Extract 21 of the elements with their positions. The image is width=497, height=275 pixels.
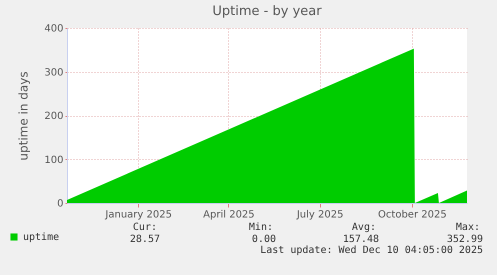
y-tick-label: 400 — [44, 24, 64, 34]
text: 352.99 — [446, 234, 483, 245]
y-axis-title: uptime in days — [16, 71, 30, 161]
chart-title: Uptime - by year — [212, 4, 322, 19]
y-tick-label: 300 — [44, 67, 64, 78]
text: 28.57 — [130, 234, 160, 245]
text: Last update: Wed Dec 10 04:05:00 2025 — [260, 245, 483, 256]
text: 0.00 — [252, 234, 276, 245]
text: Avg: — [352, 222, 376, 233]
legend-label: uptime — [23, 232, 60, 243]
text: Min: — [248, 222, 273, 233]
text: Max: — [456, 222, 480, 233]
y-tick-label: 0 — [57, 198, 64, 210]
y-tick-label: 100 — [44, 154, 64, 166]
text: Cur: — [132, 222, 157, 233]
x-tick-label: January 2025 — [104, 210, 172, 220]
x-tick-label: October 2025 — [378, 210, 447, 220]
x-tick-label: April 2025 — [203, 210, 255, 220]
y-tick-label: 200 — [44, 111, 64, 122]
text: 157.48 — [342, 234, 379, 245]
x-tick-label: July 2025 — [296, 210, 344, 220]
